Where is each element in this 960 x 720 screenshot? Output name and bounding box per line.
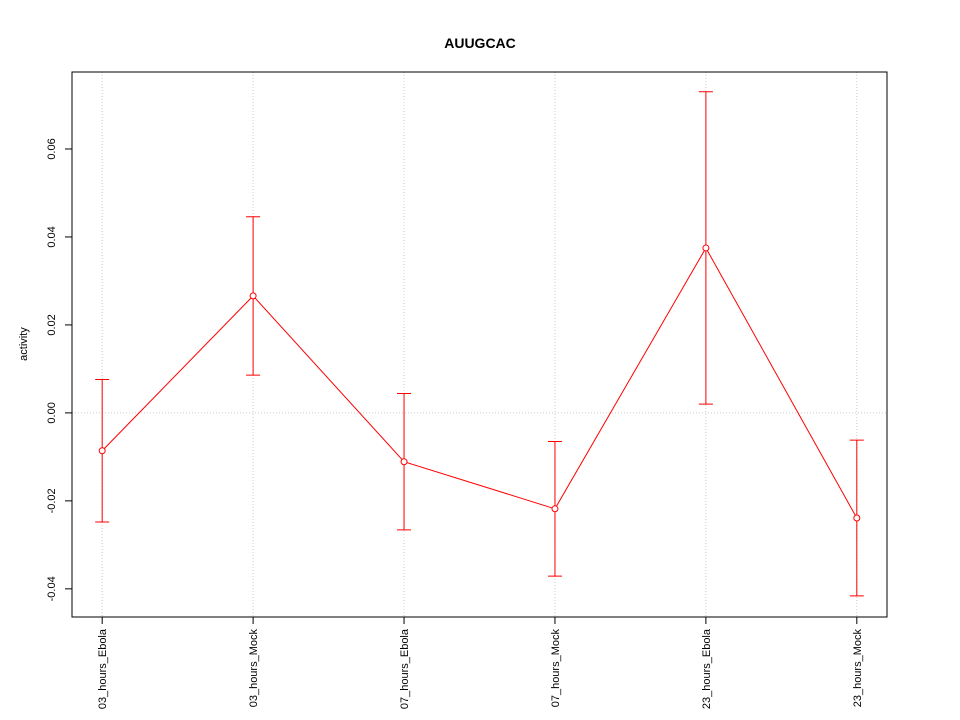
y-tick-label: 0.02 bbox=[46, 314, 58, 335]
x-tick-label: 23_hours_Ebola bbox=[701, 628, 713, 709]
y-axis-label: activity bbox=[18, 327, 30, 361]
x-tick-label: 23_hours_Mock bbox=[852, 629, 864, 708]
point bbox=[853, 514, 861, 522]
series-line bbox=[101, 246, 858, 519]
y-tick-label: 0.04 bbox=[46, 226, 58, 247]
x-tick-label: 03_hours_Mock bbox=[248, 629, 260, 708]
point bbox=[551, 505, 559, 513]
x-tick-label: 03_hours_Ebola bbox=[97, 628, 109, 709]
point bbox=[249, 292, 257, 300]
x-tick-label: 07_hours_Mock bbox=[550, 629, 562, 708]
point bbox=[400, 458, 408, 466]
y-tick-label: 0.06 bbox=[46, 138, 58, 159]
point bbox=[98, 447, 106, 455]
point bbox=[702, 244, 710, 252]
plot-frame bbox=[71, 71, 888, 618]
chart-title: AUUGCAC bbox=[444, 35, 516, 51]
y-tick-label: 0.00 bbox=[46, 402, 58, 423]
x-tick-label: 07_hours_Ebola bbox=[399, 628, 411, 709]
y-tick-label: -0.04 bbox=[46, 576, 58, 601]
y-tick-label: -0.02 bbox=[46, 488, 58, 513]
